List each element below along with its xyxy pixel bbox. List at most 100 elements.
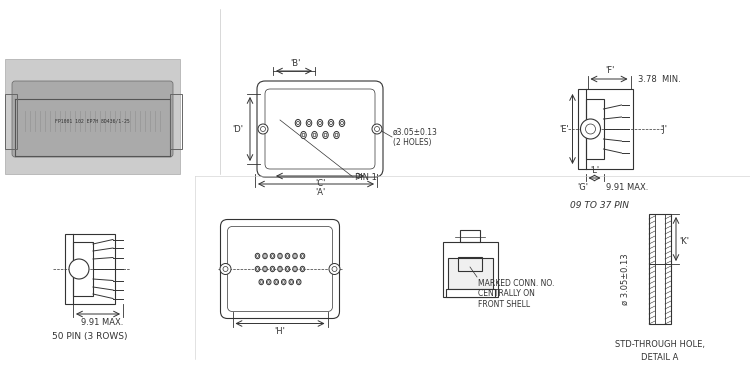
- Ellipse shape: [272, 255, 274, 257]
- Bar: [586, 99, 604, 159]
- Text: FP1001 102 EP7H 8D436/1-25: FP1001 102 EP7H 8D436/1-25: [55, 118, 130, 124]
- Bar: [446, 289, 494, 297]
- FancyBboxPatch shape: [227, 227, 332, 311]
- Bar: [65, 234, 115, 304]
- Bar: [448, 258, 493, 289]
- Ellipse shape: [278, 253, 282, 259]
- Text: 'C': 'C': [315, 179, 326, 188]
- Bar: [5, 94, 17, 149]
- Ellipse shape: [302, 133, 305, 137]
- Ellipse shape: [328, 120, 334, 127]
- Ellipse shape: [298, 281, 300, 283]
- FancyBboxPatch shape: [257, 81, 383, 177]
- Ellipse shape: [294, 255, 296, 257]
- Ellipse shape: [281, 279, 286, 285]
- Text: 'G': 'G': [577, 183, 588, 192]
- Circle shape: [372, 124, 382, 134]
- Ellipse shape: [297, 121, 299, 125]
- Circle shape: [69, 259, 89, 279]
- Ellipse shape: [255, 253, 260, 259]
- Ellipse shape: [292, 253, 297, 259]
- Bar: [73, 242, 93, 296]
- Ellipse shape: [302, 255, 304, 257]
- Ellipse shape: [270, 266, 274, 272]
- Text: 9.91 MAX.: 9.91 MAX.: [81, 318, 123, 327]
- Circle shape: [332, 266, 337, 272]
- Ellipse shape: [330, 121, 332, 125]
- Text: 'K': 'K': [679, 237, 689, 246]
- Text: 50 PIN (3 ROWS): 50 PIN (3 ROWS): [53, 332, 128, 341]
- Text: 'H': 'H': [274, 328, 286, 337]
- Ellipse shape: [319, 121, 322, 125]
- Ellipse shape: [300, 253, 304, 259]
- Ellipse shape: [256, 255, 259, 257]
- Ellipse shape: [292, 266, 297, 272]
- Ellipse shape: [278, 266, 282, 272]
- Ellipse shape: [300, 266, 304, 272]
- Bar: [458, 257, 482, 271]
- FancyBboxPatch shape: [12, 81, 173, 157]
- Circle shape: [329, 263, 340, 275]
- Ellipse shape: [324, 133, 327, 137]
- Ellipse shape: [312, 131, 317, 139]
- Ellipse shape: [255, 266, 260, 272]
- Ellipse shape: [264, 268, 266, 270]
- Circle shape: [260, 127, 266, 131]
- Ellipse shape: [322, 131, 328, 139]
- Ellipse shape: [274, 279, 278, 285]
- Ellipse shape: [270, 253, 274, 259]
- Circle shape: [223, 266, 228, 272]
- Ellipse shape: [266, 279, 271, 285]
- Text: 'D': 'D': [232, 124, 243, 134]
- Ellipse shape: [285, 266, 290, 272]
- Circle shape: [258, 124, 268, 134]
- Ellipse shape: [294, 268, 296, 270]
- Text: STD-THROUGH HOLE,
DETAIL A: STD-THROUGH HOLE, DETAIL A: [615, 340, 705, 362]
- Ellipse shape: [290, 281, 292, 283]
- Text: 'F': 'F': [605, 66, 615, 75]
- Ellipse shape: [275, 281, 278, 283]
- Ellipse shape: [264, 255, 266, 257]
- Ellipse shape: [268, 281, 270, 283]
- Text: ø 3.05±0.13: ø 3.05±0.13: [621, 253, 630, 305]
- Bar: [5, 59, 180, 174]
- Circle shape: [580, 119, 601, 139]
- Ellipse shape: [317, 120, 322, 127]
- Ellipse shape: [286, 255, 289, 257]
- Ellipse shape: [262, 266, 267, 272]
- Ellipse shape: [302, 268, 304, 270]
- Text: MARKED CONN. NO.
CENTRALLY ON
FRONT SHELL: MARKED CONN. NO. CENTRALLY ON FRONT SHEL…: [478, 279, 554, 309]
- Ellipse shape: [279, 268, 281, 270]
- FancyBboxPatch shape: [265, 89, 375, 169]
- Ellipse shape: [334, 131, 339, 139]
- Text: 'J': 'J': [661, 124, 668, 134]
- Text: 'B': 'B': [290, 59, 301, 68]
- Ellipse shape: [296, 120, 301, 127]
- Bar: [170, 94, 182, 149]
- Ellipse shape: [289, 279, 293, 285]
- Ellipse shape: [308, 121, 310, 125]
- Text: 09 TO 37 PIN: 09 TO 37 PIN: [571, 201, 629, 210]
- Ellipse shape: [296, 279, 301, 285]
- Ellipse shape: [285, 253, 290, 259]
- Ellipse shape: [259, 279, 263, 285]
- Ellipse shape: [314, 133, 316, 137]
- Circle shape: [586, 124, 596, 134]
- Ellipse shape: [256, 268, 259, 270]
- Text: 'L': 'L': [590, 166, 599, 175]
- Bar: [442, 241, 497, 297]
- Ellipse shape: [283, 281, 285, 283]
- Ellipse shape: [260, 281, 262, 283]
- Text: ø3.05±0.13
(2 HOLES): ø3.05±0.13 (2 HOLES): [393, 127, 438, 147]
- Circle shape: [220, 263, 231, 275]
- Ellipse shape: [262, 253, 267, 259]
- Ellipse shape: [279, 255, 281, 257]
- Ellipse shape: [335, 133, 338, 137]
- Text: 'A': 'A': [315, 188, 326, 197]
- Text: 9.91 MAX.: 9.91 MAX.: [605, 183, 648, 192]
- Ellipse shape: [306, 120, 312, 127]
- Text: 3.78  MIN.: 3.78 MIN.: [638, 75, 680, 83]
- Text: 'E': 'E': [560, 124, 569, 134]
- Text: PIN 1: PIN 1: [355, 172, 377, 182]
- FancyBboxPatch shape: [220, 220, 340, 318]
